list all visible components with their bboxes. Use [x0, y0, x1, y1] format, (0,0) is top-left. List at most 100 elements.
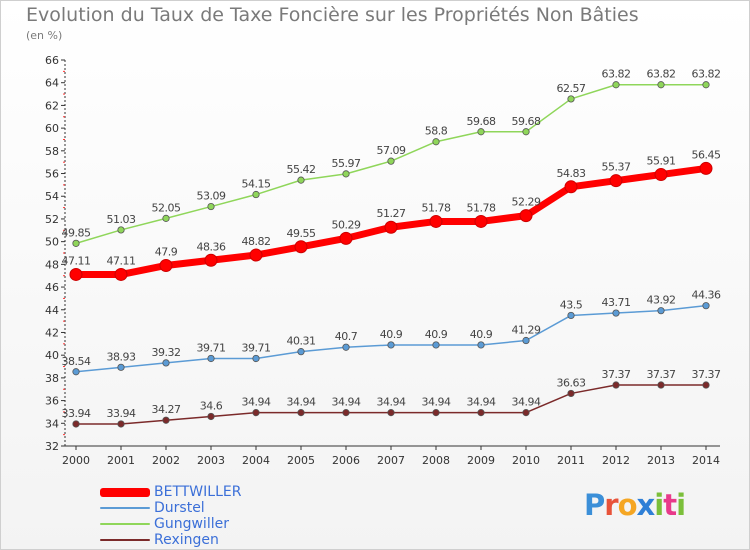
- data-point-rexingen: [297, 409, 305, 417]
- x-tick-label: 2003: [197, 454, 225, 467]
- data-point-rexingen: [252, 409, 260, 417]
- chart-title: Evolution du Taux de Taxe Foncière sur l…: [26, 4, 639, 26]
- data-label-gungwiller: 62.57: [557, 82, 586, 95]
- data-label-bettwiller: 55.37: [602, 161, 631, 174]
- data-label-durstel: 38.93: [107, 350, 136, 363]
- data-point-bettwiller: [699, 161, 713, 175]
- data-label-durstel: 41.29: [512, 324, 541, 337]
- data-label-rexingen: 34.94: [422, 396, 451, 409]
- data-label-durstel: 40.9: [425, 328, 448, 341]
- data-point-bettwiller: [69, 267, 83, 281]
- data-label-durstel: 43.71: [602, 296, 631, 309]
- data-label-durstel: 40.7: [335, 330, 358, 343]
- data-point-gungwiller: [612, 81, 620, 89]
- data-label-rexingen: 37.37: [647, 368, 676, 381]
- data-point-rexingen: [162, 416, 170, 424]
- x-tick-label: 2012: [602, 454, 630, 467]
- data-label-bettwiller: 56.45: [692, 148, 721, 161]
- data-label-gungwiller: 63.82: [692, 68, 721, 81]
- legend-label: Gungwiller: [154, 516, 229, 532]
- data-label-rexingen: 33.94: [62, 407, 91, 420]
- data-label-bettwiller: 55.91: [647, 155, 676, 168]
- x-tick-label: 2013: [647, 454, 675, 467]
- legend-item-durstel: Durstel: [100, 500, 241, 516]
- data-point-gungwiller: [252, 190, 260, 199]
- logo-letter: r: [604, 488, 618, 522]
- data-label-rexingen: 33.94: [107, 407, 136, 420]
- legend-swatch: [100, 523, 150, 525]
- data-point-gungwiller: [567, 95, 575, 103]
- y-tick-label: 38: [45, 372, 59, 385]
- proxiti-logo: Proxiti: [584, 488, 686, 522]
- data-point-rexingen: [522, 409, 530, 417]
- legend-item-rexingen: Rexingen: [100, 532, 241, 548]
- data-label-rexingen: 34.94: [512, 396, 541, 409]
- legend-swatch: [100, 507, 150, 509]
- data-point-rexingen: [432, 409, 440, 417]
- y-tick-label: 42: [45, 326, 59, 339]
- chart-unit-note: (en %): [26, 29, 63, 42]
- data-point-bettwiller: [654, 168, 668, 182]
- data-point-durstel: [522, 336, 530, 345]
- legend-label: Rexingen: [154, 532, 219, 548]
- logo-letter: i: [654, 488, 664, 522]
- data-point-rexingen: [117, 420, 125, 428]
- data-point-rexingen: [567, 389, 575, 398]
- data-label-gungwiller: 57.09: [377, 144, 406, 157]
- x-tick-label: 2000: [62, 454, 90, 467]
- y-tick-label: 48: [45, 258, 59, 271]
- legend-swatch: [100, 487, 150, 497]
- data-label-durstel: 39.32: [152, 346, 181, 359]
- data-label-durstel: 40.9: [470, 328, 493, 341]
- data-point-rexingen: [612, 381, 620, 389]
- data-point-rexingen: [342, 409, 350, 417]
- data-label-gungwiller: 51.03: [107, 213, 136, 226]
- data-point-bettwiller: [384, 220, 398, 234]
- y-tick-label: 50: [45, 236, 59, 249]
- y-tick-label: 58: [45, 145, 59, 158]
- data-point-durstel: [387, 341, 395, 349]
- logo-letter: o: [617, 488, 638, 522]
- data-point-gungwiller: [342, 170, 350, 178]
- data-point-gungwiller: [72, 239, 80, 247]
- y-tick-label: 32: [45, 440, 59, 453]
- data-label-durstel: 39.71: [197, 341, 226, 354]
- data-point-bettwiller: [294, 240, 308, 254]
- data-point-bettwiller: [564, 180, 578, 194]
- y-tick-label: 62: [45, 99, 59, 112]
- data-label-gungwiller: 59.68: [512, 115, 541, 128]
- data-point-gungwiller: [207, 202, 215, 211]
- data-label-bettwiller: 50.29: [332, 218, 361, 231]
- data-point-rexingen: [702, 381, 710, 389]
- data-point-gungwiller: [162, 214, 170, 222]
- data-point-rexingen: [387, 409, 395, 417]
- x-tick-label: 2014: [692, 454, 720, 467]
- x-tick-label: 2005: [287, 454, 315, 467]
- data-label-bettwiller: 47.11: [62, 254, 91, 267]
- data-point-durstel: [657, 307, 665, 315]
- data-label-rexingen: 37.37: [602, 368, 631, 381]
- y-tick-label: 64: [45, 77, 59, 90]
- data-label-bettwiller: 47.11: [107, 254, 136, 267]
- chart-legend: BETTWILLER Durstel Gungwiller Rexingen: [100, 484, 241, 548]
- logo-letter: t: [663, 488, 677, 522]
- data-point-durstel: [612, 309, 620, 317]
- data-point-durstel: [117, 363, 125, 371]
- x-tick-label: 2010: [512, 454, 540, 467]
- x-tick-label: 2006: [332, 454, 360, 467]
- legend-swatch: [100, 539, 150, 541]
- data-point-rexingen: [72, 420, 80, 428]
- data-label-gungwiller: 63.82: [647, 68, 676, 81]
- data-point-durstel: [342, 343, 350, 351]
- data-label-gungwiller: 59.68: [467, 115, 496, 128]
- data-label-durstel: 43.92: [647, 294, 676, 307]
- data-point-durstel: [207, 354, 215, 363]
- y-tick-label: 40: [45, 349, 59, 362]
- data-point-gungwiller: [297, 176, 305, 184]
- data-label-gungwiller: 58.8: [425, 125, 448, 138]
- data-point-bettwiller: [474, 214, 488, 228]
- y-tick-label: 60: [45, 122, 59, 135]
- data-label-durstel: 44.36: [692, 289, 721, 302]
- x-tick-label: 2008: [422, 454, 450, 467]
